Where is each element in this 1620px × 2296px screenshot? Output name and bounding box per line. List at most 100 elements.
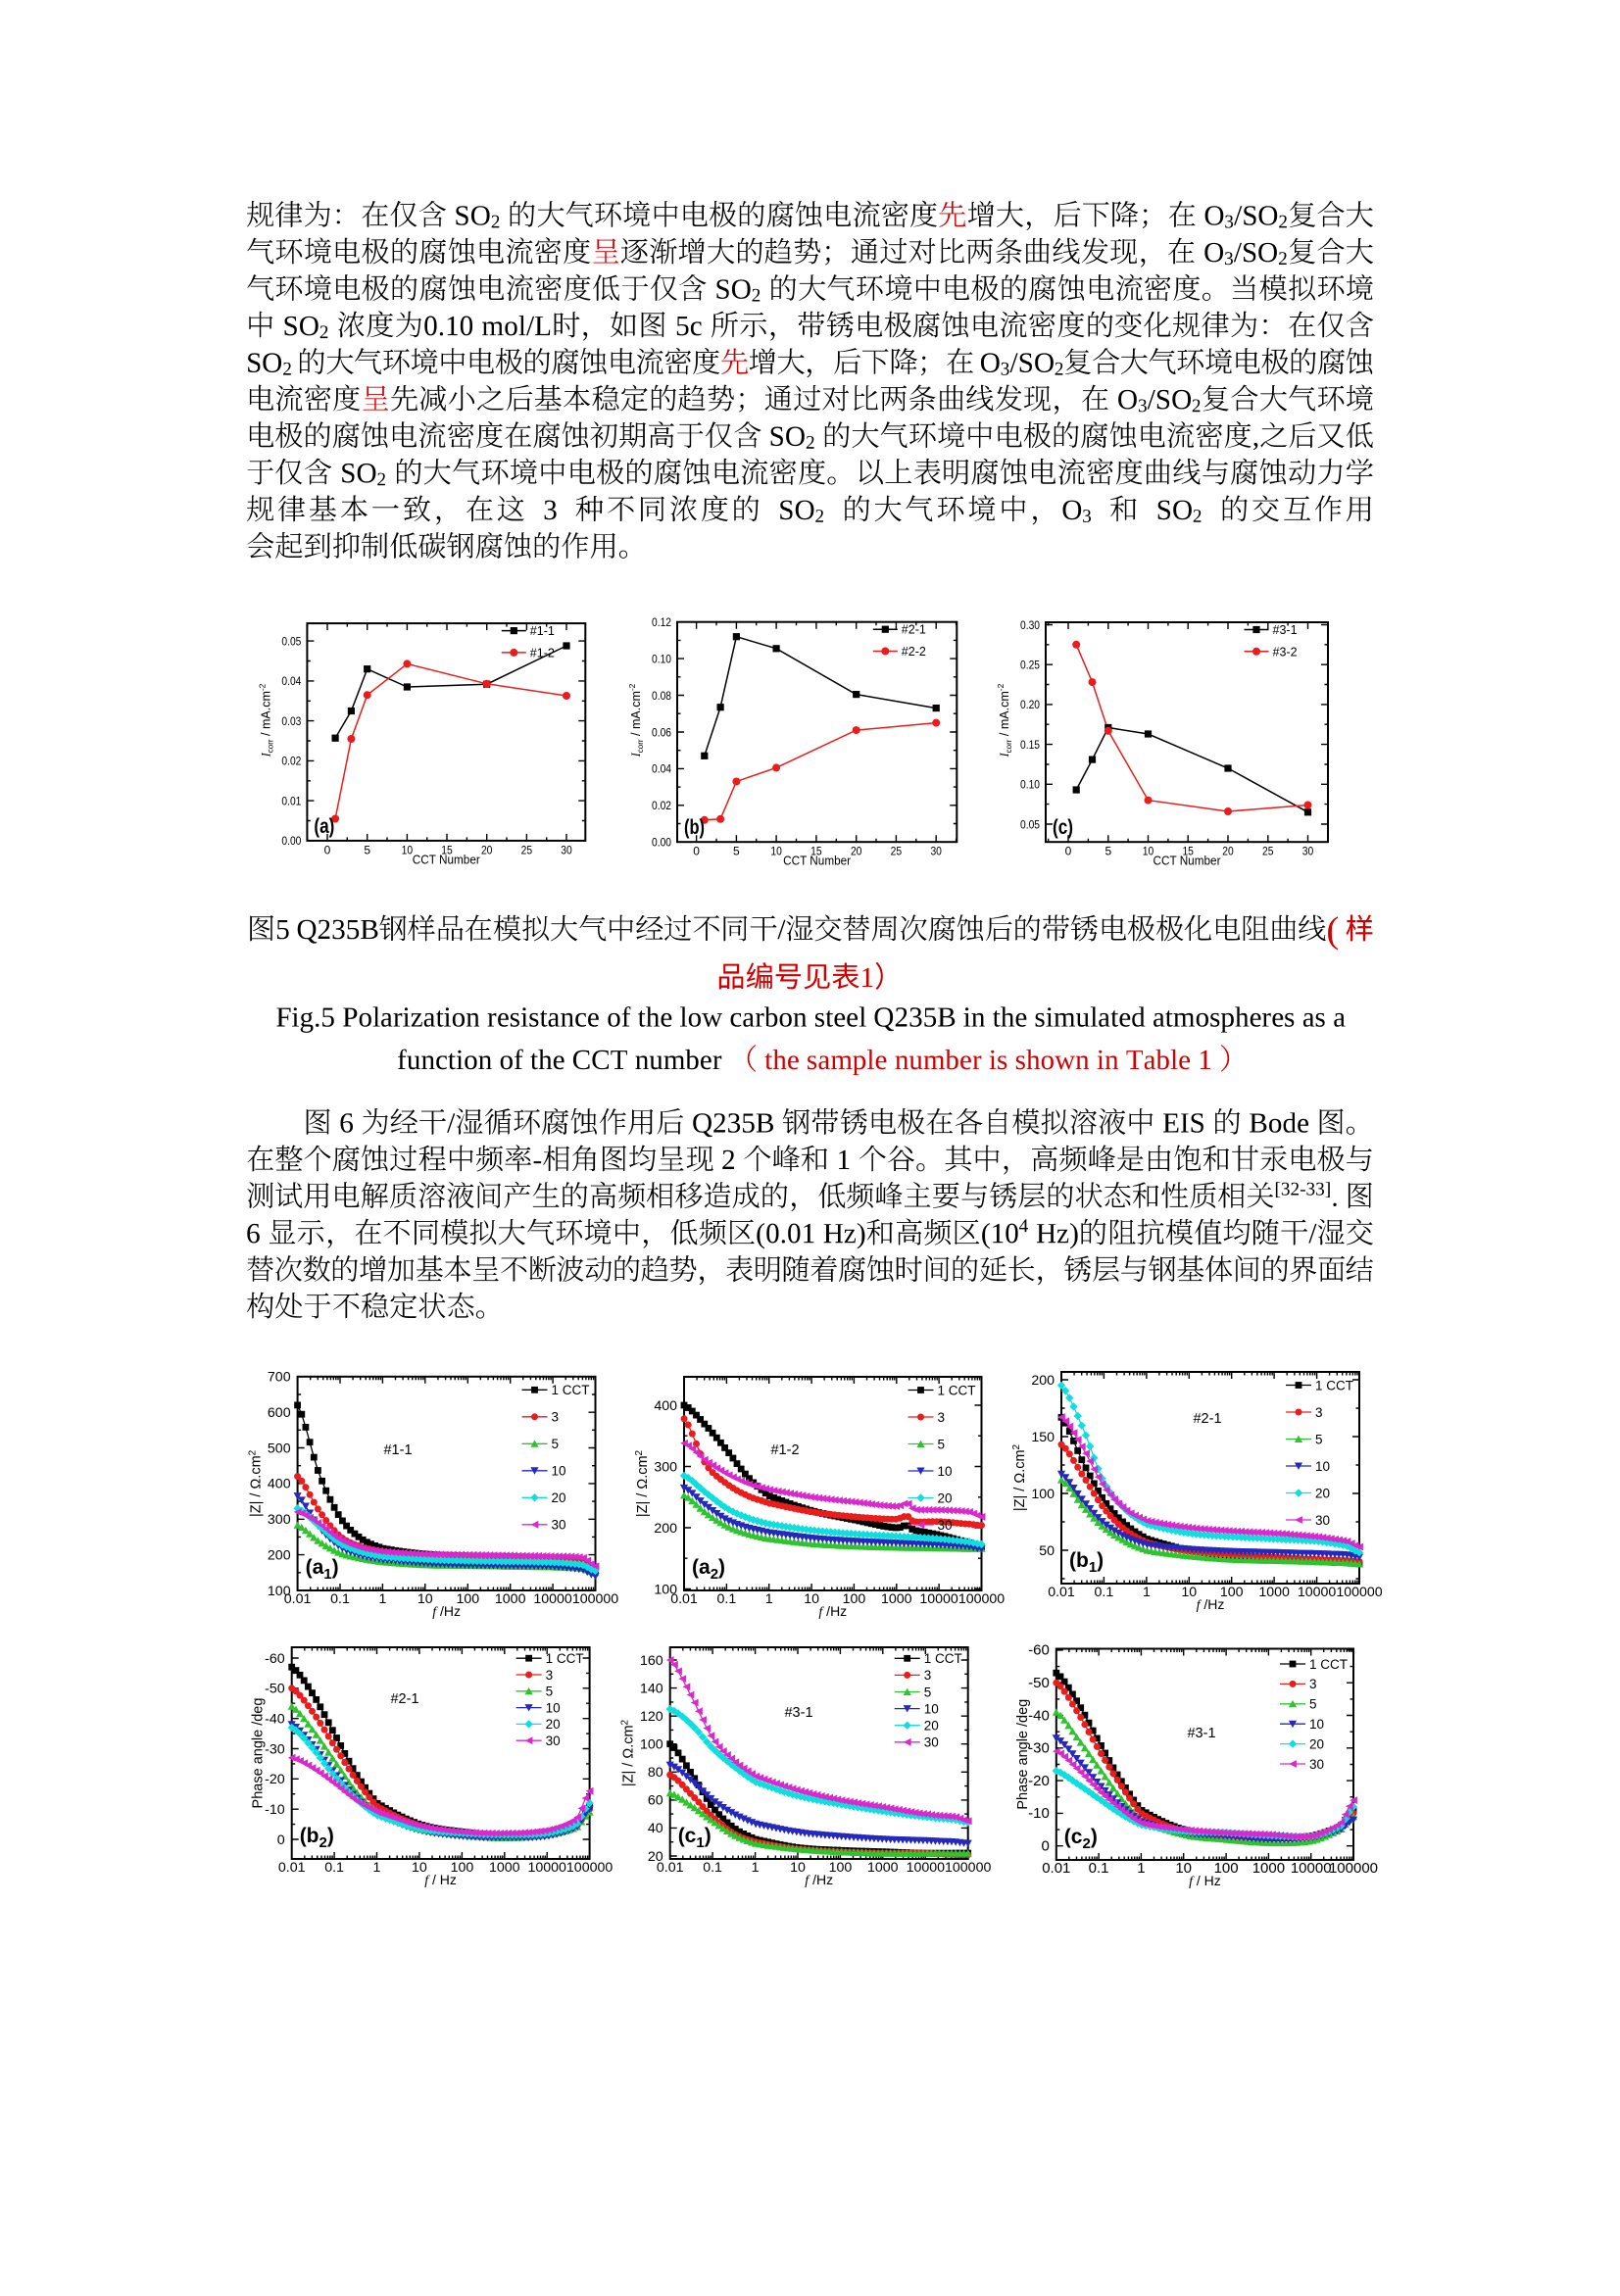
svg-text:f /Hz: f /Hz: [818, 1603, 847, 1620]
svg-text:1000: 1000: [489, 1860, 520, 1876]
svg-text:20: 20: [924, 1719, 939, 1734]
svg-text:60: 60: [648, 1793, 663, 1809]
svg-text:0.01: 0.01: [284, 1591, 312, 1607]
svg-text:-50: -50: [1028, 1675, 1050, 1691]
svg-text:Phase angle /deg: Phase angle /deg: [1015, 1699, 1031, 1810]
svg-text:-30: -30: [1028, 1740, 1050, 1757]
svg-text:100000: 100000: [572, 1591, 618, 1607]
svg-text:10: 10: [1143, 845, 1154, 858]
svg-text:#1-2: #1-2: [530, 646, 555, 659]
svg-text:10: 10: [1181, 1585, 1197, 1600]
svg-text:600: 600: [268, 1405, 291, 1421]
svg-text:100000: 100000: [945, 1860, 991, 1876]
svg-text:0.25: 0.25: [1020, 659, 1040, 672]
svg-text:|Z| / Ω.cm2: |Z| / Ω.cm2: [248, 1449, 265, 1517]
svg-text:30: 30: [552, 1518, 566, 1533]
svg-text:160: 160: [640, 1653, 663, 1669]
svg-text:0: 0: [1041, 1838, 1049, 1855]
svg-text:5: 5: [552, 1437, 560, 1451]
svg-text:0.04: 0.04: [652, 762, 671, 776]
svg-text:5: 5: [733, 845, 740, 858]
svg-text:1 CCT: 1 CCT: [546, 1651, 584, 1666]
svg-text:#2-1: #2-1: [1193, 1411, 1221, 1427]
svg-text:CCT Number: CCT Number: [1154, 855, 1221, 868]
svg-text:10: 10: [552, 1464, 566, 1479]
svg-text:0.10: 0.10: [1020, 778, 1040, 792]
svg-text:100: 100: [268, 1584, 291, 1599]
svg-text:0.06: 0.06: [652, 725, 671, 739]
svg-text:100: 100: [654, 1582, 677, 1597]
svg-text:30: 30: [546, 1734, 561, 1748]
svg-text:f / Hz: f / Hz: [424, 1872, 457, 1888]
svg-text:1000: 1000: [1258, 1585, 1290, 1600]
svg-text:0.20: 0.20: [1020, 698, 1040, 711]
svg-text:0.03: 0.03: [281, 714, 301, 728]
svg-text:Phase angle /deg: Phase angle /deg: [251, 1698, 267, 1809]
svg-text:#2-1: #2-1: [902, 623, 926, 637]
svg-text:0.01: 0.01: [670, 1591, 698, 1607]
svg-text:0.05: 0.05: [281, 634, 301, 648]
svg-text:0.1: 0.1: [703, 1860, 722, 1876]
svg-text:200: 200: [1031, 1373, 1055, 1389]
svg-text:-40: -40: [265, 1712, 285, 1728]
svg-text:10000: 10000: [1291, 1860, 1332, 1877]
svg-text:1 CCT: 1 CCT: [924, 1651, 962, 1666]
svg-text:3: 3: [924, 1668, 932, 1683]
svg-text:100: 100: [640, 1737, 663, 1753]
svg-text:f /Hz: f /Hz: [432, 1603, 461, 1620]
svg-text:1: 1: [1137, 1860, 1145, 1877]
svg-text:Icorr / mA.cm-2: Icorr / mA.cm-2: [257, 683, 274, 757]
svg-text:15: 15: [441, 843, 453, 856]
svg-text:1 CCT: 1 CCT: [1309, 1657, 1348, 1672]
svg-text:300: 300: [268, 1512, 291, 1528]
svg-text:150: 150: [1031, 1430, 1055, 1445]
svg-text:CCT Number: CCT Number: [413, 853, 480, 866]
svg-text:f /Hz: f /Hz: [805, 1872, 833, 1888]
svg-text:0.08: 0.08: [652, 689, 671, 703]
svg-text:(c2): (c2): [1064, 1826, 1098, 1852]
svg-text:(b): (b): [684, 816, 705, 839]
svg-text:-20: -20: [265, 1772, 285, 1787]
svg-text:CCT Number: CCT Number: [783, 855, 851, 868]
svg-text:10: 10: [1309, 1717, 1324, 1732]
svg-text:10: 10: [924, 1701, 939, 1716]
svg-text:50: 50: [1039, 1543, 1055, 1559]
svg-text:5: 5: [1105, 845, 1111, 858]
svg-text:(a): (a): [314, 815, 334, 838]
svg-text:0.04: 0.04: [281, 674, 301, 688]
svg-text:15: 15: [810, 845, 822, 858]
svg-text:10: 10: [546, 1700, 561, 1715]
svg-text:80: 80: [648, 1765, 663, 1781]
svg-text:10: 10: [1315, 1459, 1330, 1474]
svg-text:100000: 100000: [566, 1860, 613, 1876]
svg-text:#1-2: #1-2: [770, 1442, 799, 1458]
svg-text:#3-2: #3-2: [1273, 645, 1298, 659]
svg-text:10000: 10000: [1298, 1585, 1337, 1600]
svg-text:100: 100: [829, 1860, 853, 1876]
svg-text:1: 1: [752, 1860, 760, 1876]
svg-text:100: 100: [1214, 1860, 1239, 1877]
svg-text:300: 300: [654, 1459, 677, 1475]
svg-text:20: 20: [546, 1717, 561, 1732]
svg-text:700: 700: [268, 1370, 291, 1386]
svg-text:0.01: 0.01: [1048, 1585, 1075, 1600]
svg-text:25: 25: [521, 843, 533, 856]
svg-text:Icorr / mA.cm-2: Icorr / mA.cm-2: [996, 683, 1013, 757]
svg-text:1: 1: [373, 1860, 381, 1876]
svg-text:3: 3: [938, 1410, 946, 1425]
svg-text:(a1): (a1): [306, 1556, 339, 1583]
svg-text:0.00: 0.00: [281, 834, 301, 848]
svg-text:10: 10: [804, 1591, 819, 1607]
svg-text:#2-2: #2-2: [902, 645, 926, 659]
svg-text:100000: 100000: [958, 1591, 1005, 1607]
svg-text:#1-1: #1-1: [530, 624, 555, 638]
svg-text:0.15: 0.15: [1020, 738, 1040, 752]
svg-text:0.01: 0.01: [1042, 1860, 1070, 1877]
svg-text:5: 5: [1309, 1697, 1317, 1712]
svg-text:0.02: 0.02: [281, 755, 301, 768]
svg-text:10: 10: [412, 1860, 427, 1876]
svg-text:10: 10: [790, 1860, 806, 1876]
svg-text:5: 5: [1315, 1432, 1323, 1446]
svg-text:100: 100: [456, 1591, 479, 1607]
svg-text:10: 10: [417, 1591, 433, 1607]
